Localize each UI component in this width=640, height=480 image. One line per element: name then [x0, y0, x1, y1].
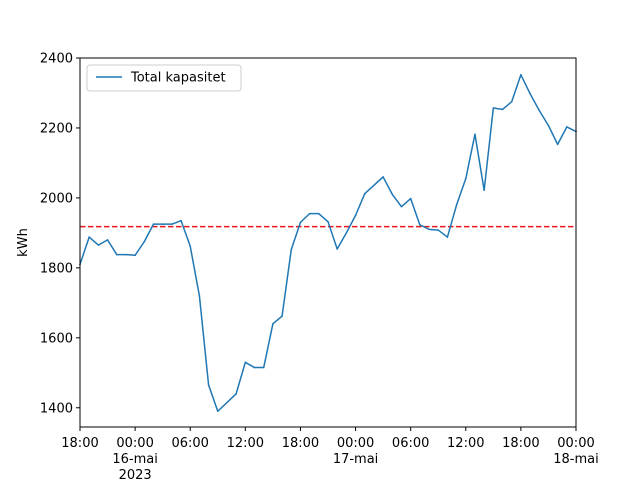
legend: Total kapasitet [86, 64, 242, 92]
data-point [180, 219, 182, 222]
data-point [253, 366, 256, 369]
x-tick-label: 2023 [119, 468, 152, 480]
y-tick-label: 2400 [40, 52, 73, 67]
data-point [198, 295, 201, 297]
data-point [216, 410, 219, 413]
data-point [363, 192, 366, 195]
data-point [547, 124, 550, 127]
x-tick-label: 17-mai [333, 452, 378, 467]
y-axis: 1400 1600 1800 2000 2200 2400 [40, 52, 80, 416]
data-point [143, 240, 146, 243]
data-point [318, 212, 320, 215]
data-point [566, 126, 568, 128]
data-point [308, 212, 311, 215]
data-point [354, 214, 357, 217]
y-tick-label: 2000 [40, 191, 73, 206]
legend-box [86, 64, 242, 92]
data-point [538, 109, 541, 112]
data-point [336, 248, 338, 250]
legend-entry-total-kapasitet: Total kapasitet [130, 71, 226, 86]
y-tick-label: 1400 [40, 401, 73, 416]
data-point [161, 223, 164, 225]
data-point [207, 384, 210, 386]
data-point [529, 92, 531, 95]
data-point [464, 177, 467, 180]
y-tick-label: 1800 [40, 261, 73, 276]
x-tick-label: 00:00 [337, 436, 374, 451]
data-point [152, 223, 155, 225]
data-point [299, 221, 302, 224]
x-tick-label: 18-mai [553, 452, 598, 467]
data-point [115, 253, 118, 256]
data-point [125, 253, 127, 256]
data-point [437, 229, 440, 231]
x-tick-label: 18:00 [502, 436, 539, 451]
y-axis-label: kWh [16, 228, 31, 257]
data-point [345, 232, 348, 234]
data-point [290, 248, 293, 251]
y-tick-label: 1600 [40, 331, 73, 346]
plot-frame [79, 57, 577, 428]
data-point [189, 245, 192, 247]
data-point [474, 133, 476, 136]
data-point [446, 236, 449, 238]
data-point [106, 239, 109, 241]
data-point [428, 228, 430, 231]
data-point [235, 392, 237, 395]
data-point [262, 366, 265, 369]
x-tick-label: 06:00 [171, 436, 208, 451]
x-tick-label: 00:00 [557, 436, 594, 451]
data-point [510, 100, 513, 103]
data-point [556, 143, 559, 146]
data-point [419, 224, 421, 226]
data-point [501, 108, 504, 111]
series-layer [79, 73, 578, 413]
data-point [400, 205, 403, 208]
data-point [492, 107, 495, 109]
x-tick-label: 16-mai [112, 452, 157, 467]
data-point [327, 220, 329, 223]
data-point [382, 176, 384, 178]
data-point [244, 361, 247, 364]
x-tick-label: 18:00 [61, 436, 98, 451]
data-point [409, 197, 412, 200]
x-tick-label: 12:00 [227, 436, 264, 451]
data-point [281, 315, 283, 317]
x-tick-label: 06:00 [392, 436, 429, 451]
data-point [88, 236, 90, 238]
x-tick-label: 12:00 [447, 436, 484, 451]
data-point [483, 189, 485, 192]
data-point [455, 204, 458, 206]
data-point [391, 193, 394, 196]
y-tick-label: 2200 [40, 121, 73, 136]
data-point [520, 73, 522, 76]
data-point [134, 254, 136, 257]
x-tick-label: 00:00 [116, 436, 153, 451]
data-point [171, 223, 173, 225]
data-point [97, 244, 100, 246]
data-point [272, 323, 274, 325]
x-tick-label: 18:00 [282, 436, 319, 451]
